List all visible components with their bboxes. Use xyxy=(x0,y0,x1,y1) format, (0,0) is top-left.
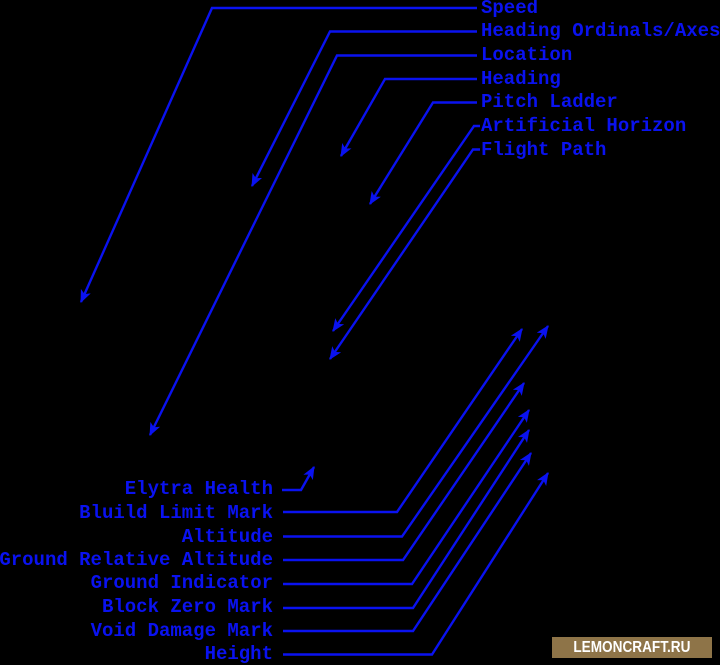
block-zero-mark-arrow xyxy=(283,429,531,610)
label-heading-ordinals-axes: Heading Ordinals/Axes xyxy=(481,20,720,42)
height-arrow xyxy=(283,472,550,656)
label-ground-relative-altitude: Ground Relative Altitude xyxy=(0,549,273,571)
speed-arrow xyxy=(79,6,477,303)
artificial-horizon-arrow xyxy=(332,124,480,332)
altitude-arrow xyxy=(283,325,549,538)
label-height: Height xyxy=(204,643,273,665)
label-pitch-ladder: Pitch Ladder xyxy=(481,91,618,113)
heading-ordinals-axes-arrow xyxy=(250,30,477,187)
label-speed: Speed xyxy=(481,0,539,19)
bluild-limit-mark-arrow xyxy=(283,328,523,514)
void-damage-mark-arrow xyxy=(283,452,533,633)
label-location: Location xyxy=(481,44,573,66)
watermark-badge: LEMONCRAFT.RU xyxy=(552,637,712,658)
label-bluild-limit-mark: Bluild Limit Mark xyxy=(79,502,273,524)
ground-indicator-arrow xyxy=(283,409,530,586)
location-arrow xyxy=(148,54,477,436)
label-ground-indicator: Ground Indicator xyxy=(90,572,273,594)
elytra-health-arrow xyxy=(282,466,316,492)
label-flight-path: Flight Path xyxy=(481,139,607,161)
label-block-zero-mark: Block Zero Mark xyxy=(101,596,273,618)
label-void-damage-mark: Void Damage Mark xyxy=(90,620,273,642)
watermark-text: LEMONCRAFT.RU xyxy=(573,638,691,656)
label-altitude: Altitude xyxy=(181,526,273,548)
heading-arrow xyxy=(339,77,477,157)
ground-relative-altitude-arrow xyxy=(283,382,525,562)
label-artificial-horizon: Artificial Horizon xyxy=(481,115,687,137)
flight-path-arrow xyxy=(329,148,480,360)
label-elytra-health: Elytra Health xyxy=(124,478,273,500)
label-heading: Heading xyxy=(481,68,561,90)
pitch-ladder-arrow xyxy=(368,101,477,205)
